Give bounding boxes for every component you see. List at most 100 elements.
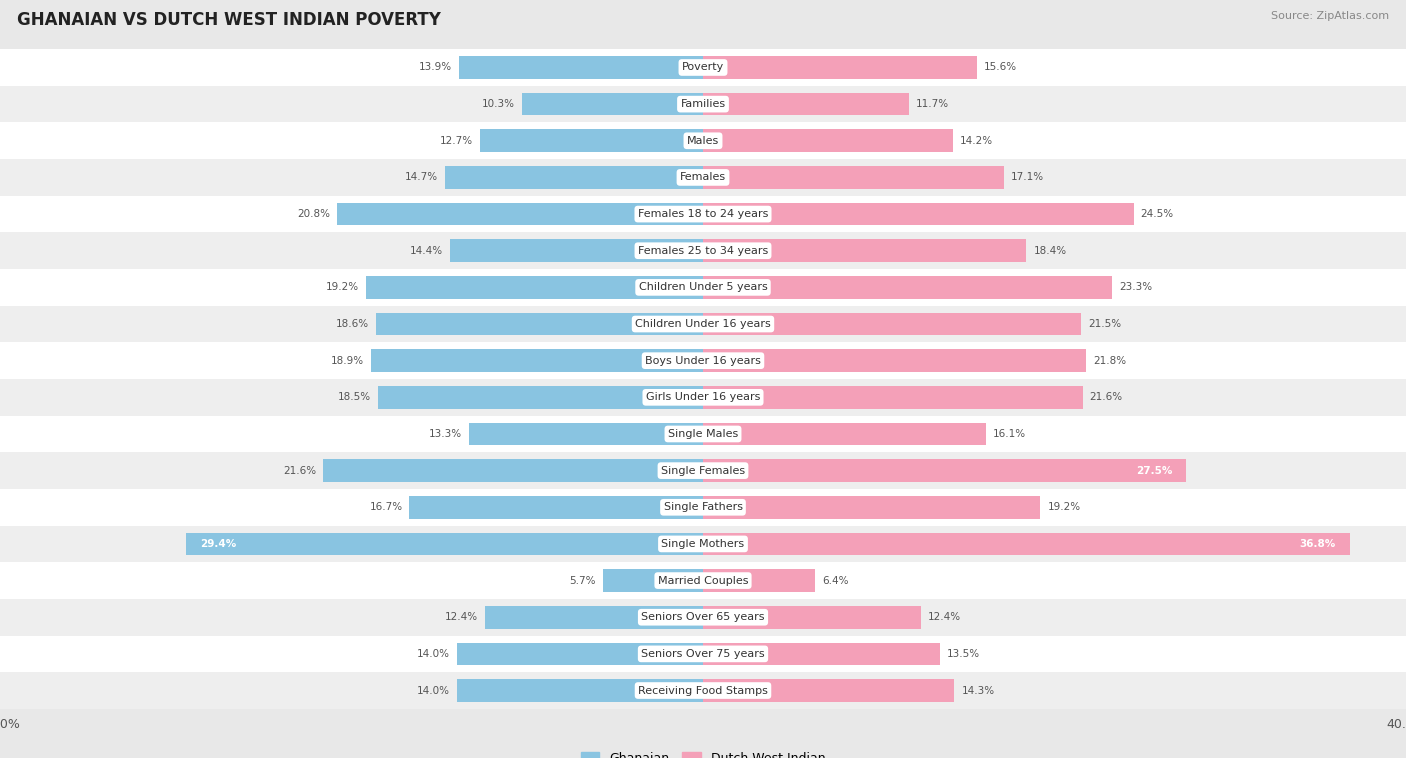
Text: 18.4%: 18.4% (1033, 246, 1067, 255)
FancyBboxPatch shape (0, 415, 1406, 453)
Bar (457, 643, 703, 666)
FancyBboxPatch shape (0, 489, 1406, 525)
Text: Single Mothers: Single Mothers (661, 539, 745, 549)
Text: 20.8%: 20.8% (298, 209, 330, 219)
Text: 36.8%: 36.8% (1299, 539, 1336, 549)
Text: Receiving Food Stamps: Receiving Food Stamps (638, 685, 768, 696)
Bar (703, 349, 1087, 372)
Text: 13.3%: 13.3% (429, 429, 463, 439)
FancyBboxPatch shape (0, 525, 1406, 562)
Bar (703, 130, 953, 152)
Bar (703, 643, 941, 666)
Text: Males: Males (688, 136, 718, 146)
Text: 12.4%: 12.4% (928, 612, 962, 622)
Legend: Ghanaian, Dutch West Indian: Ghanaian, Dutch West Indian (575, 747, 831, 758)
Text: 16.1%: 16.1% (993, 429, 1026, 439)
Bar (703, 423, 986, 446)
Text: Married Couples: Married Couples (658, 575, 748, 586)
Text: 27.5%: 27.5% (1136, 465, 1173, 475)
Bar (378, 386, 703, 409)
Text: 21.5%: 21.5% (1088, 319, 1121, 329)
Text: 23.3%: 23.3% (1119, 283, 1153, 293)
Bar (444, 166, 703, 189)
Text: Seniors Over 65 years: Seniors Over 65 years (641, 612, 765, 622)
Text: 18.5%: 18.5% (337, 393, 371, 402)
Text: Children Under 16 years: Children Under 16 years (636, 319, 770, 329)
Text: 19.2%: 19.2% (325, 283, 359, 293)
Bar (522, 92, 703, 115)
FancyBboxPatch shape (0, 86, 1406, 123)
Text: Females 25 to 34 years: Females 25 to 34 years (638, 246, 768, 255)
Bar (703, 533, 1350, 556)
Text: Boys Under 16 years: Boys Under 16 years (645, 356, 761, 365)
Text: 29.4%: 29.4% (201, 539, 236, 549)
Text: 24.5%: 24.5% (1140, 209, 1174, 219)
Bar (337, 202, 703, 225)
FancyBboxPatch shape (0, 123, 1406, 159)
Text: Single Females: Single Females (661, 465, 745, 475)
Text: 21.6%: 21.6% (283, 465, 316, 475)
Text: 13.5%: 13.5% (948, 649, 980, 659)
Text: 14.0%: 14.0% (418, 685, 450, 696)
Bar (409, 496, 703, 518)
FancyBboxPatch shape (0, 269, 1406, 305)
FancyBboxPatch shape (0, 49, 1406, 86)
Text: 18.6%: 18.6% (336, 319, 368, 329)
Bar (703, 312, 1081, 335)
FancyBboxPatch shape (0, 196, 1406, 233)
Text: 21.8%: 21.8% (1094, 356, 1126, 365)
Bar (458, 56, 703, 79)
Text: 14.4%: 14.4% (409, 246, 443, 255)
Bar (485, 606, 703, 628)
FancyBboxPatch shape (0, 305, 1406, 343)
Bar (375, 312, 703, 335)
Text: 10.3%: 10.3% (482, 99, 515, 109)
Bar (703, 92, 908, 115)
FancyBboxPatch shape (0, 343, 1406, 379)
Text: 19.2%: 19.2% (1047, 503, 1081, 512)
Text: Families: Families (681, 99, 725, 109)
FancyBboxPatch shape (0, 233, 1406, 269)
Text: 13.9%: 13.9% (419, 62, 451, 73)
Bar (371, 349, 703, 372)
Text: 12.7%: 12.7% (440, 136, 472, 146)
Text: 17.1%: 17.1% (1011, 172, 1043, 183)
Bar (703, 166, 1004, 189)
Bar (450, 240, 703, 262)
FancyBboxPatch shape (0, 453, 1406, 489)
Bar (703, 240, 1026, 262)
Text: Children Under 5 years: Children Under 5 years (638, 283, 768, 293)
Bar (703, 679, 955, 702)
Bar (703, 569, 815, 592)
Text: Females 18 to 24 years: Females 18 to 24 years (638, 209, 768, 219)
Text: 16.7%: 16.7% (370, 503, 402, 512)
Bar (703, 202, 1133, 225)
FancyBboxPatch shape (0, 379, 1406, 415)
Text: 21.6%: 21.6% (1090, 393, 1123, 402)
FancyBboxPatch shape (0, 159, 1406, 196)
Bar (703, 386, 1083, 409)
Text: Single Males: Single Males (668, 429, 738, 439)
Text: 6.4%: 6.4% (823, 575, 849, 586)
Text: 11.7%: 11.7% (915, 99, 949, 109)
FancyBboxPatch shape (0, 635, 1406, 672)
Bar (470, 423, 703, 446)
Text: Poverty: Poverty (682, 62, 724, 73)
Text: 14.2%: 14.2% (960, 136, 993, 146)
Text: Single Fathers: Single Fathers (664, 503, 742, 512)
Text: Seniors Over 75 years: Seniors Over 75 years (641, 649, 765, 659)
Text: 14.0%: 14.0% (418, 649, 450, 659)
Text: 5.7%: 5.7% (569, 575, 596, 586)
Text: 14.3%: 14.3% (962, 685, 994, 696)
Bar (187, 533, 703, 556)
Bar (457, 679, 703, 702)
Text: 18.9%: 18.9% (330, 356, 364, 365)
Text: 15.6%: 15.6% (984, 62, 1018, 73)
Text: Source: ZipAtlas.com: Source: ZipAtlas.com (1271, 11, 1389, 21)
Bar (323, 459, 703, 482)
Bar (603, 569, 703, 592)
FancyBboxPatch shape (0, 672, 1406, 709)
Text: Girls Under 16 years: Girls Under 16 years (645, 393, 761, 402)
Bar (479, 130, 703, 152)
Bar (366, 276, 703, 299)
